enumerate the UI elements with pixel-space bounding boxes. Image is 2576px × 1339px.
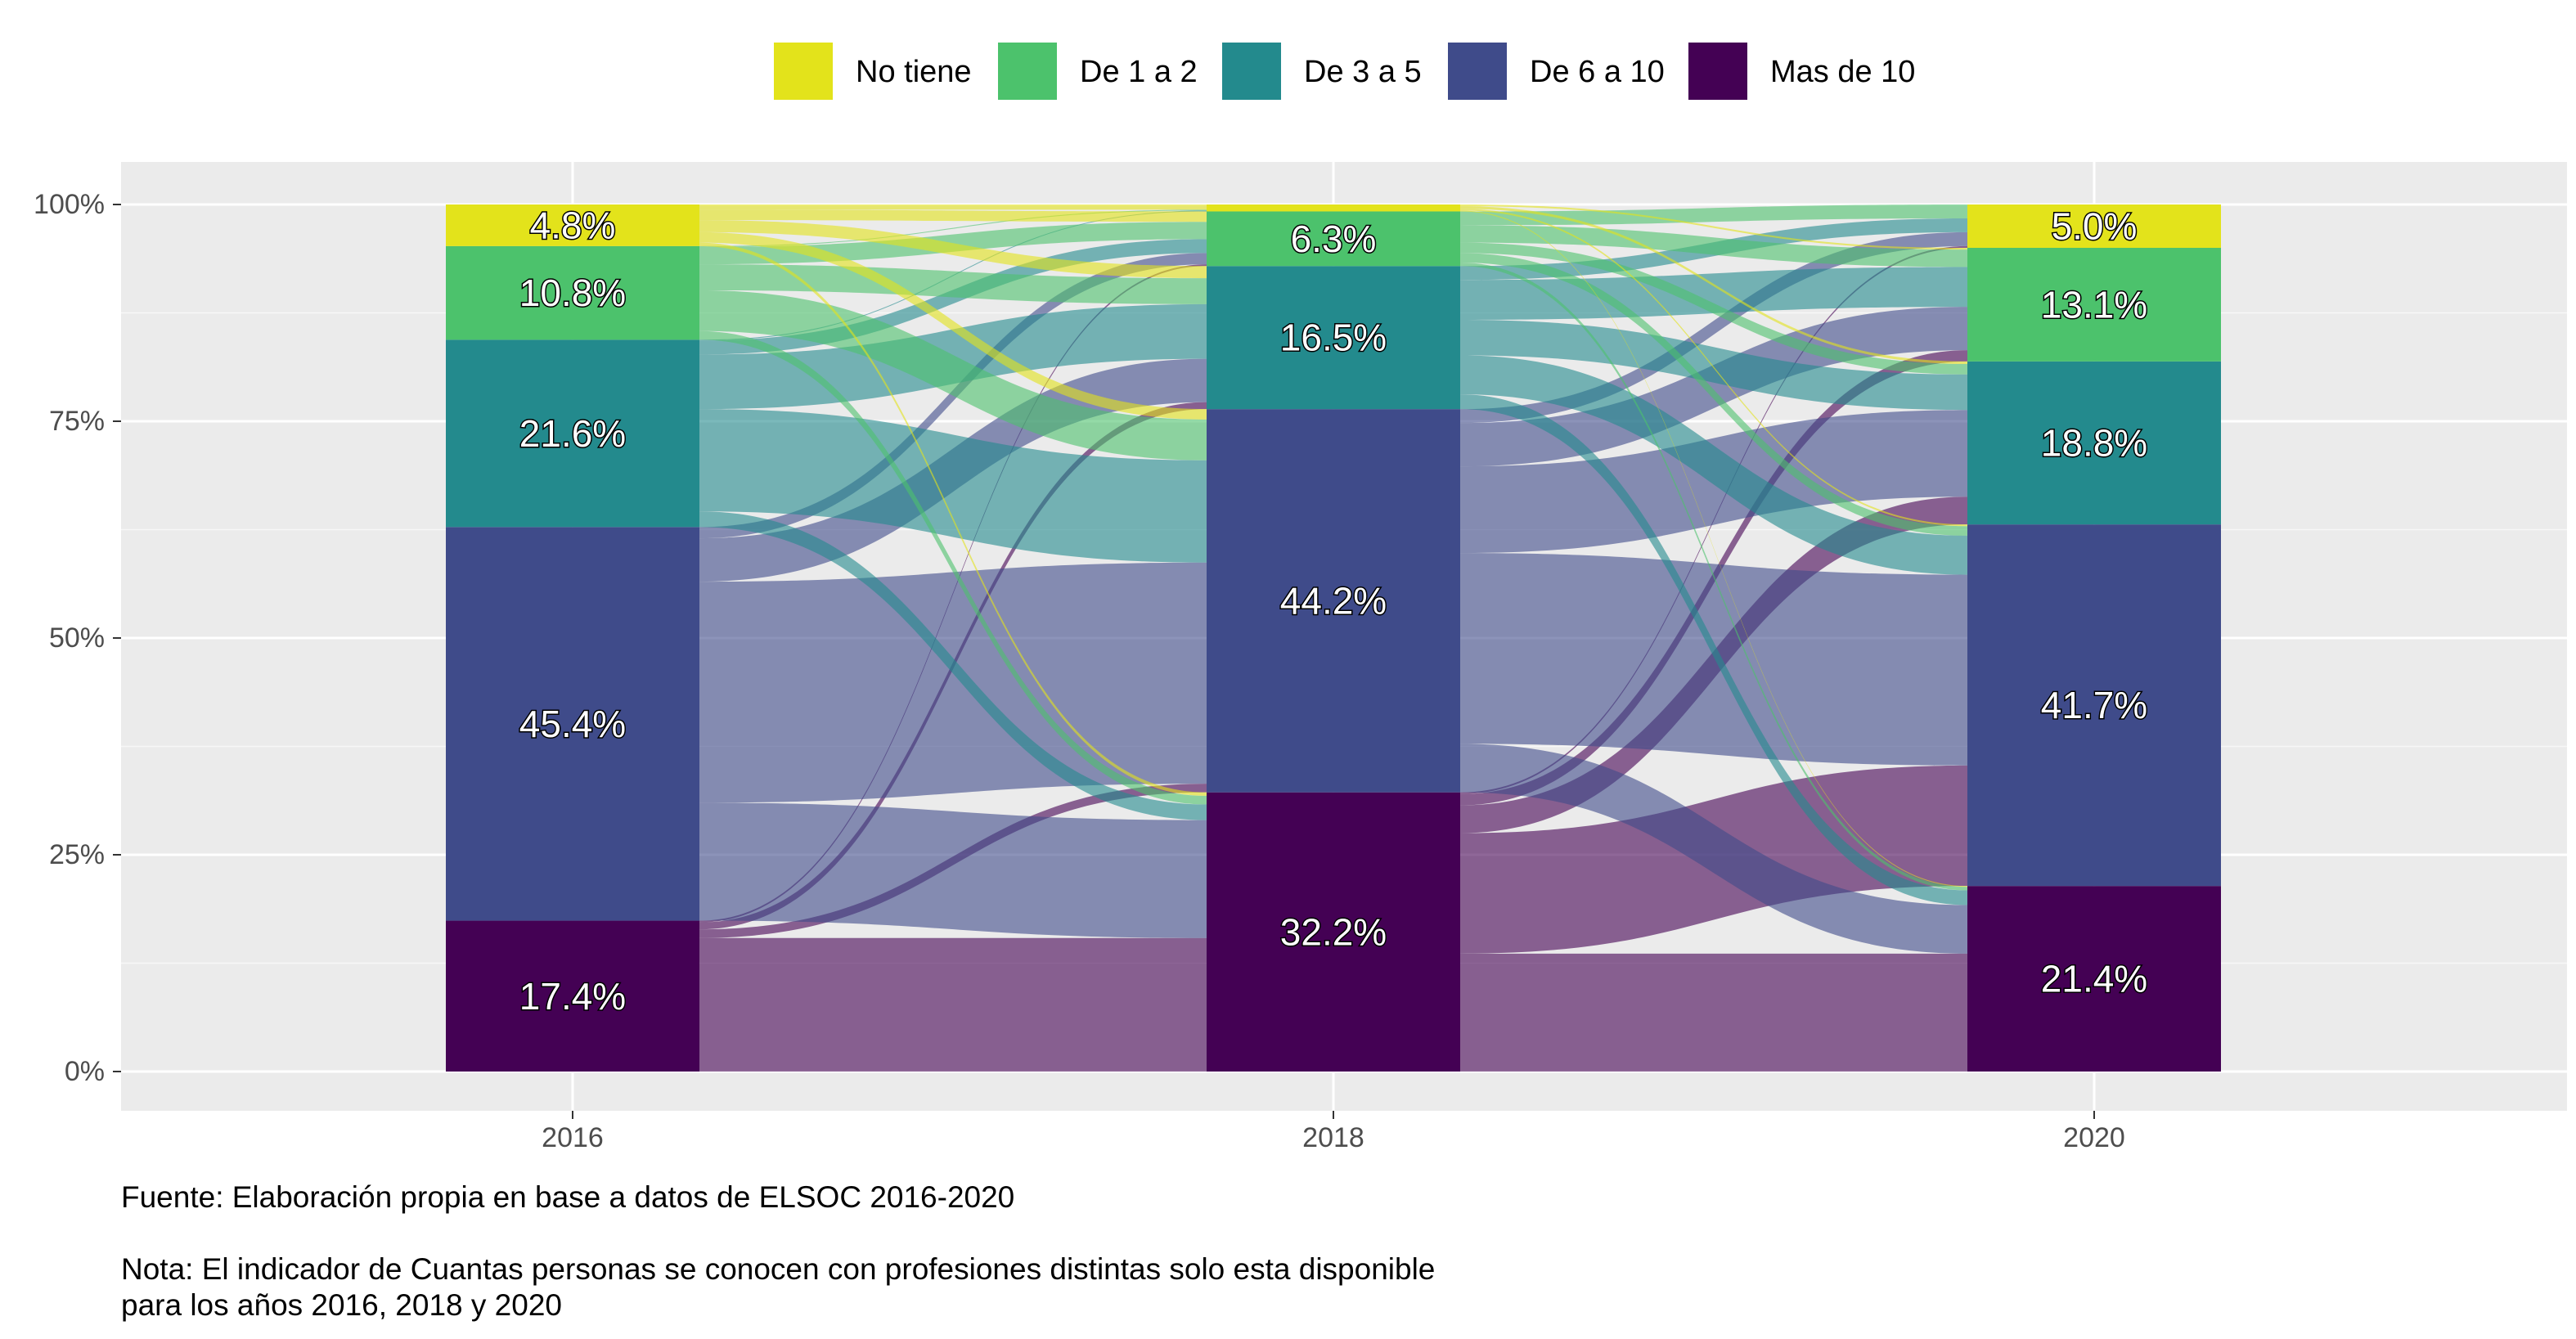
- x-tick-label: 2018: [1302, 1122, 1364, 1153]
- flow-band: [1460, 225, 1967, 267]
- bar-label: 16.5%: [1280, 317, 1387, 359]
- y-tick-label: 0%: [65, 1056, 105, 1087]
- legend-key: [1688, 43, 1747, 100]
- flow-band: [1460, 263, 1967, 891]
- flow-band: [1460, 267, 1967, 320]
- bar-segment: [446, 527, 699, 921]
- bar-segment: [1207, 792, 1460, 1072]
- bar-labels: 17.4% 45.4% 21.6% 10.8% 4.8% 32.2% 44.2% 16.5% 6…: [518, 203, 2148, 1018]
- bar-label: 21.6%: [519, 412, 626, 455]
- flow-band: [1460, 209, 1967, 527]
- bar-label: 44.2%: [1280, 579, 1387, 622]
- flow-band: [699, 511, 1207, 820]
- flow-band: [1460, 953, 1967, 1072]
- flow-band: [1460, 206, 1967, 365]
- flow-band: [699, 290, 1207, 461]
- flow-band: [699, 220, 1207, 279]
- caption-source: Fuente: Elaboración propia en base a dat…: [121, 1180, 1015, 1214]
- bar-segment: [1967, 248, 2221, 362]
- flow-band: [699, 231, 1207, 420]
- bar-label: 18.8%: [2041, 422, 2147, 465]
- flow-band: [1460, 231, 1967, 424]
- flow-band: [1460, 242, 1967, 375]
- bar-segment: [446, 204, 699, 246]
- flow-band: [699, 209, 1207, 222]
- legend-label: Mas de 10: [1770, 55, 1915, 89]
- bar-segment: [1967, 204, 2221, 248]
- legend-key: [1448, 43, 1507, 100]
- bar-label: 13.1%: [2041, 283, 2147, 326]
- bar-segment: [1967, 886, 2221, 1072]
- y-tick-label: 100%: [34, 189, 105, 220]
- x-axis: 2016 2018 2020: [542, 1111, 2125, 1153]
- flow-band: [699, 409, 1207, 563]
- flow-band: [1460, 355, 1967, 575]
- bar-label: 6.3%: [1291, 218, 1377, 260]
- flow-band: [699, 802, 1207, 938]
- flow-band: [699, 330, 1207, 805]
- x-tick-label: 2016: [542, 1122, 604, 1153]
- flow-band: [699, 242, 1207, 796]
- legend-label: No tiene: [856, 55, 972, 89]
- bar-label: 41.7%: [2041, 684, 2147, 726]
- flow-band: [1460, 253, 1967, 536]
- bar-segment: [1967, 524, 2221, 887]
- bar-segment: [446, 920, 699, 1072]
- y-axis: 0% 25% 50% 75% 100%: [34, 189, 121, 1087]
- bar-label: 45.4%: [519, 703, 626, 745]
- alluvial-chart: 17.4% 45.4% 21.6% 10.8% 4.8% 32.2% 44.2% 16.5% 6…: [34, 43, 2567, 1153]
- bar-segment: [1207, 409, 1460, 793]
- flow-band: [1460, 394, 1967, 905]
- bar-segment: [1967, 361, 2221, 525]
- bar-label: 17.4%: [519, 975, 626, 1018]
- y-tick-label: 50%: [49, 622, 105, 654]
- x-tick-label: 2020: [2063, 1122, 2125, 1153]
- bar-segment: [446, 245, 699, 340]
- flow-band: [1460, 744, 1967, 954]
- legend-key: [774, 43, 833, 100]
- bar-label: 10.8%: [519, 272, 626, 314]
- caption-note-line-2: para los años 2016, 2018 y 2020: [121, 1288, 562, 1322]
- y-tick-label: 25%: [49, 839, 105, 870]
- flow-band: [699, 562, 1207, 803]
- flow-band: [699, 264, 1207, 304]
- legend-label: De 3 a 5: [1304, 55, 1422, 89]
- bar-segment: [1207, 204, 1460, 212]
- y-tick-label: 75%: [49, 406, 105, 437]
- legend-key: [998, 43, 1057, 100]
- bar-label: 5.0%: [2052, 205, 2138, 248]
- legend-key: [1222, 43, 1281, 100]
- bar-label: 21.4%: [2041, 958, 2147, 1000]
- flow-band: [1460, 553, 1967, 766]
- bar-segment: [1207, 266, 1460, 410]
- stacked-bars: [446, 204, 2221, 1072]
- flow-band: [699, 937, 1207, 1072]
- bar-segment: [1207, 211, 1460, 267]
- bar-label: 32.2%: [1280, 910, 1387, 953]
- legend-label: De 1 a 2: [1080, 55, 1198, 89]
- bar-label: 4.8%: [530, 204, 616, 246]
- flow-band: [1460, 204, 1967, 226]
- flows: [699, 204, 1967, 1072]
- flow-band: [1460, 204, 1967, 250]
- legend-label: De 6 a 10: [1530, 55, 1665, 89]
- flow-band: [699, 209, 1207, 247]
- flow-band: [1460, 319, 1967, 411]
- flow-band: [699, 204, 1207, 210]
- bar-segment: [446, 339, 699, 528]
- legend: No tiene De 1 a 2 De 3 a 5 De 6 a 10 Mas de …: [774, 43, 1915, 100]
- flow-band: [1460, 210, 1967, 887]
- caption-note-line-1: Nota: El indicador de Cuantas personas s…: [121, 1252, 1436, 1286]
